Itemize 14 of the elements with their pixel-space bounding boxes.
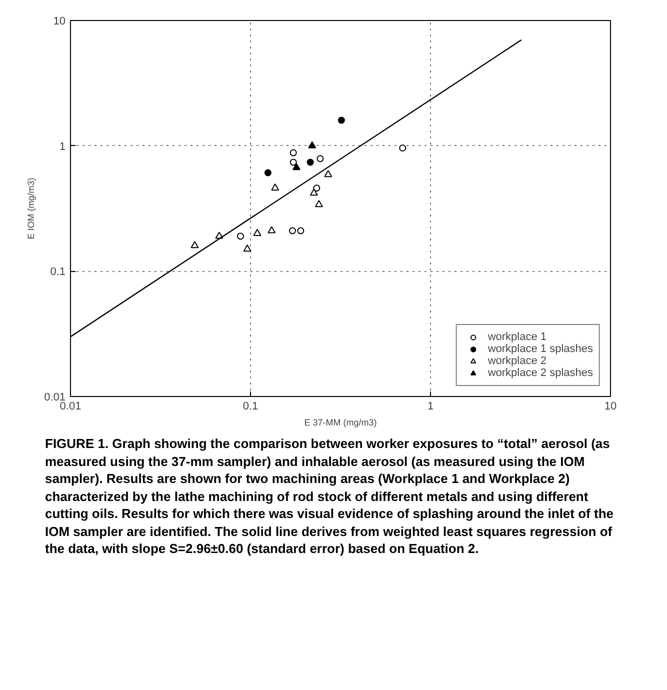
legend-label: workplace 2 splashes <box>488 367 593 379</box>
legend-label: workplace 1 splashes <box>488 343 593 355</box>
y-tick-label: 0.1 <box>50 266 66 278</box>
y-tick-label: 1 <box>59 140 66 153</box>
x-tick-label: 10 <box>604 400 617 412</box>
x-tick-label: 0.1 <box>242 400 258 412</box>
y-tick-label: 0.01 <box>44 392 66 404</box>
y-axis-title: E IOM (mg/m3) <box>26 178 36 240</box>
legend-label: workplace 1 <box>488 331 547 343</box>
caption: FIGURE 1. Graph showing the comparison between worker exposures to “total” aerosol (as measured using the 37-mm sampler) and inhalable aerosol (as measured using the IOM sampler). Results are shown for two machining areas (Workplace 1 and Workplace 2) characterized by the lathe machining of rod stock of different metals and using different cutting oils. Results for which there was visual evidence of splashing around the inlet of the IOM sampler are identified. The solid line derives from weighted least squares regression of the data, with slope S=2.96±0.60 (standard error) based on Equation 2. <box>45 435 614 558</box>
y-tick-label: 10 <box>53 16 66 28</box>
legend-label: workplace 2 <box>488 355 547 367</box>
x-tick-label: 1 <box>427 400 434 412</box>
x-axis-title: E 37-MM (mg/m3) <box>304 418 377 428</box>
